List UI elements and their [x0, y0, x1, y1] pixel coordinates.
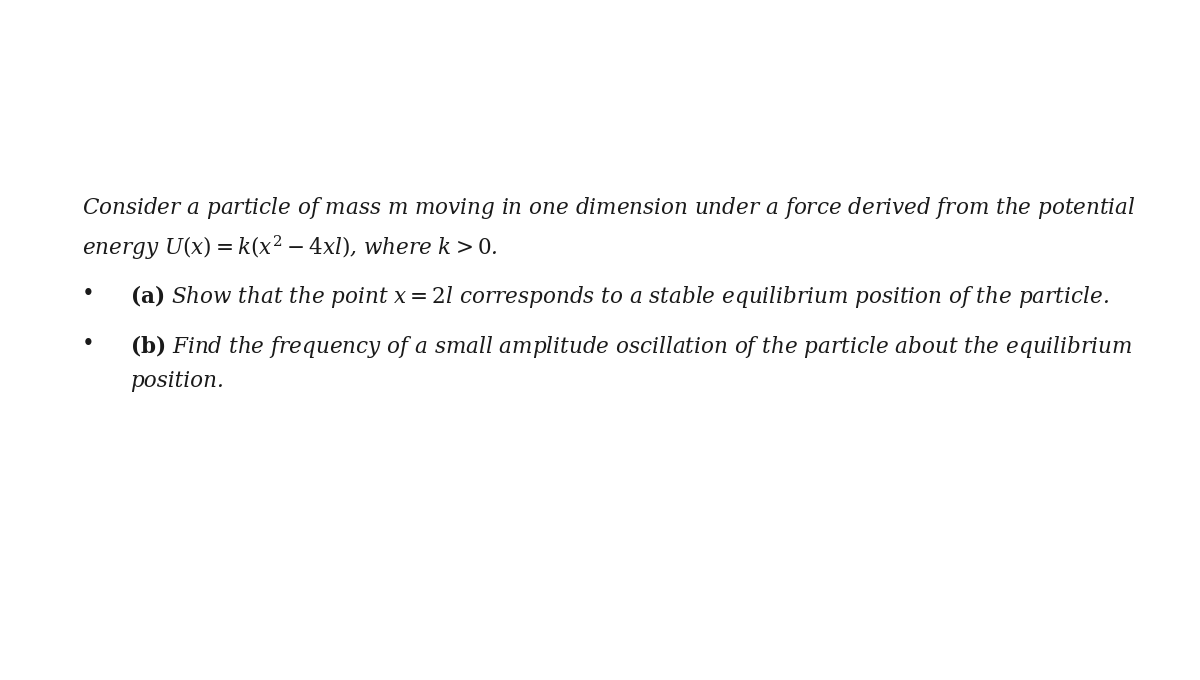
Text: $\mathbf{(b)}$ Find the frequency of a small amplitude oscillation of the partic: $\mathbf{(b)}$ Find the frequency of a s…	[130, 333, 1132, 360]
Text: Consider a particle of mass $m$ moving in one dimension under a force derived fr: Consider a particle of mass $m$ moving i…	[82, 195, 1135, 221]
Text: energy $U(x) = k(x^2 - 4xl)$, where $k > 0$.: energy $U(x) = k(x^2 - 4xl)$, where $k >…	[82, 233, 497, 262]
Text: •: •	[82, 283, 95, 305]
Text: position.: position.	[130, 370, 223, 392]
Text: $\mathbf{(a)}$ Show that the point $x = 2l$ corresponds to a stable equilibrium : $\mathbf{(a)}$ Show that the point $x = …	[130, 283, 1109, 310]
Text: •: •	[82, 333, 95, 355]
